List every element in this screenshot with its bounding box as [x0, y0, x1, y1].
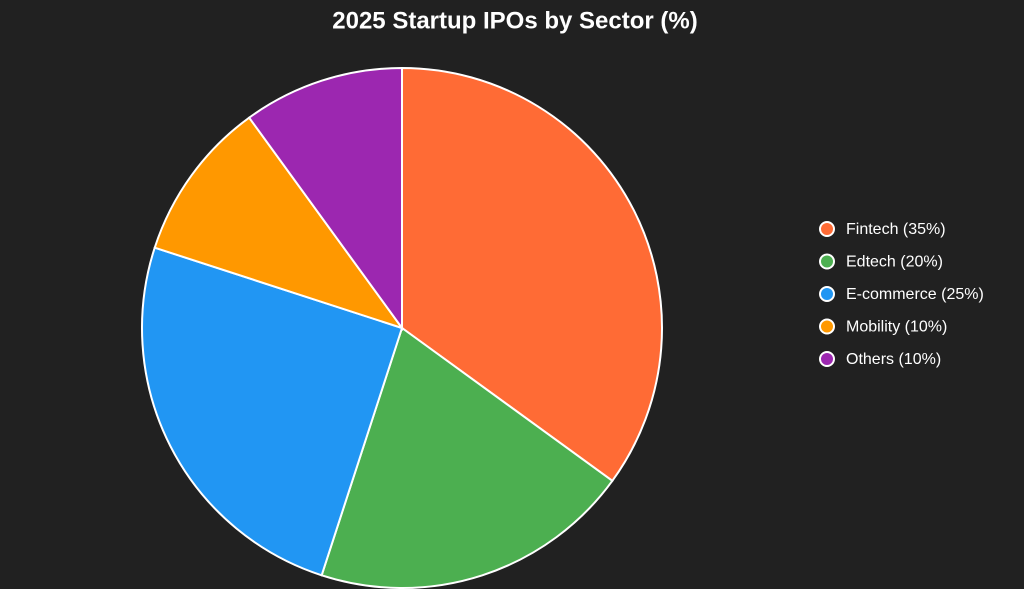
legend-label: Others (10%) [846, 351, 941, 368]
legend-marker [819, 351, 835, 367]
pie-slice [247, 66, 403, 332]
pie-slice [153, 116, 405, 330]
legend-label: Fintech (35%) [846, 221, 946, 238]
pie-slice [141, 246, 404, 577]
legend-marker [819, 253, 835, 270]
legend-marker [819, 318, 835, 335]
legend-marker [819, 286, 835, 302]
legend-label: E-commerce (25%) [846, 286, 984, 303]
chart-title: 2025 Startup IPOs by Sector (%) [332, 7, 697, 34]
legend-label: Mobility (10%) [846, 319, 947, 336]
pie-slice [320, 326, 614, 589]
pie-slice [401, 66, 663, 483]
legend-marker [819, 221, 835, 237]
legend-label: Edtech (20%) [846, 254, 943, 271]
